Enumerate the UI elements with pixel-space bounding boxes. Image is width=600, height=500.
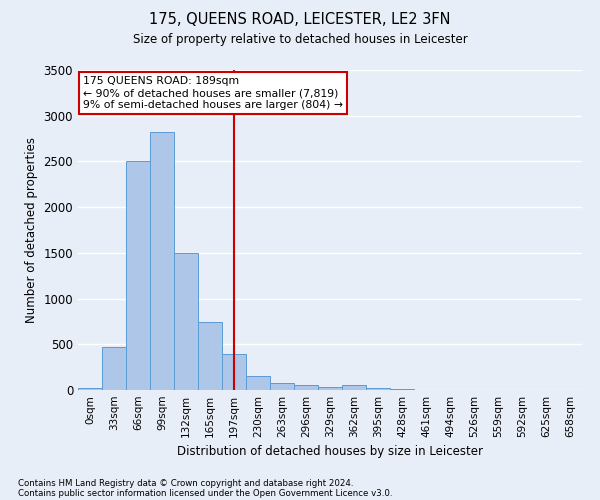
Bar bbox=[222, 354, 246, 390]
Bar bbox=[78, 388, 102, 390]
X-axis label: Distribution of detached houses by size in Leicester: Distribution of detached houses by size … bbox=[177, 446, 483, 458]
Y-axis label: Number of detached properties: Number of detached properties bbox=[25, 137, 38, 323]
Bar bbox=[174, 253, 198, 390]
Bar bbox=[294, 386, 318, 390]
Text: Contains HM Land Registry data © Crown copyright and database right 2024.: Contains HM Land Registry data © Crown c… bbox=[18, 478, 353, 488]
Text: Contains public sector information licensed under the Open Government Licence v3: Contains public sector information licen… bbox=[18, 488, 392, 498]
Bar bbox=[390, 389, 414, 390]
Bar bbox=[270, 383, 294, 390]
Bar bbox=[366, 388, 390, 390]
Text: 175 QUEENS ROAD: 189sqm
← 90% of detached houses are smaller (7,819)
9% of semi-: 175 QUEENS ROAD: 189sqm ← 90% of detache… bbox=[83, 76, 343, 110]
Bar bbox=[318, 387, 342, 390]
Bar bbox=[102, 347, 126, 390]
Bar bbox=[246, 376, 270, 390]
Bar bbox=[150, 132, 174, 390]
Text: 175, QUEENS ROAD, LEICESTER, LE2 3FN: 175, QUEENS ROAD, LEICESTER, LE2 3FN bbox=[149, 12, 451, 28]
Bar bbox=[342, 386, 366, 390]
Bar bbox=[126, 162, 150, 390]
Text: Size of property relative to detached houses in Leicester: Size of property relative to detached ho… bbox=[133, 32, 467, 46]
Bar bbox=[198, 322, 222, 390]
